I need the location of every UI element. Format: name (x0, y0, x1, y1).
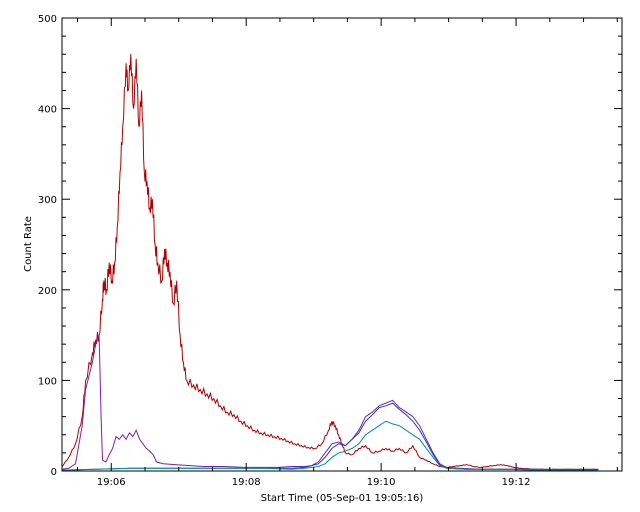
series-line-4 (61, 420, 599, 471)
y-tick-label: 400 (38, 105, 57, 116)
x-tick-label: 19:10 (367, 477, 396, 488)
x-axis-title: Start Time (05-Sep-01 19:05:16) (261, 493, 424, 504)
y-axis-title: Count Rate (23, 216, 34, 272)
y-tick-label: 300 (38, 195, 57, 206)
y-tick-label: 200 (38, 286, 57, 297)
series-line-2 (61, 334, 599, 471)
series-line-1 (61, 54, 599, 470)
y-tick-label: 100 (38, 376, 57, 387)
plot-series (61, 54, 599, 471)
x-axis: 19:06 19:08 19:10 19:12 (77, 18, 618, 488)
y-tick-label: 500 (38, 14, 57, 25)
plot-frame (61, 17, 623, 472)
x-tick-label: 19:08 (232, 477, 261, 488)
y-axis: 0 100 200 300 400 500 (38, 14, 622, 478)
x-tick-label: 19:06 (97, 477, 126, 488)
y-tick-label: 0 (51, 467, 57, 478)
x-tick-label: 19:12 (502, 477, 531, 488)
